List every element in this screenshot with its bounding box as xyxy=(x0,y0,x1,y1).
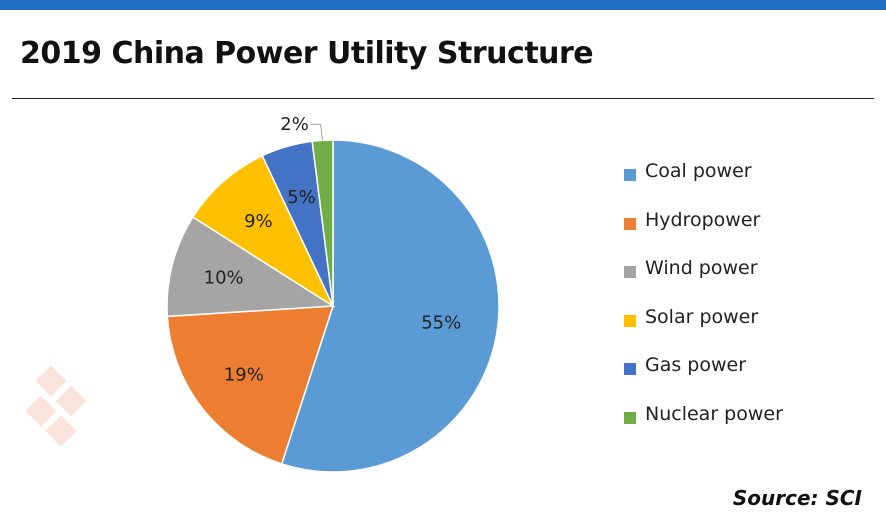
legend-swatch-gas xyxy=(624,363,636,375)
data-label-coal: 55% xyxy=(421,313,461,334)
pie-slice-solar xyxy=(191,154,335,309)
data-label-gas: 5% xyxy=(287,187,316,208)
legend-label-wind: Wind power xyxy=(645,257,758,279)
pie-slice-nuclear xyxy=(311,139,334,307)
legend-label-solar: Solar power xyxy=(645,305,759,328)
data-label-hydro: 19% xyxy=(224,365,264,386)
legend-swatch-solar xyxy=(624,314,636,327)
chart-title: 2019 China Power Utility Structure xyxy=(20,36,594,71)
header-bar xyxy=(0,0,886,10)
legend-swatch-nuclear xyxy=(624,411,636,424)
pie-slice-coal xyxy=(280,139,500,473)
source-note: Source: SCI xyxy=(732,486,862,510)
data-label-wind: 10% xyxy=(204,267,244,288)
leader-line-nuclear xyxy=(310,123,324,141)
legend-label-coal: Coal power xyxy=(645,160,752,182)
data-label-solar: 9% xyxy=(244,211,273,232)
legend-swatch-coal xyxy=(624,169,636,181)
legend-swatch-hydro xyxy=(624,217,636,230)
legend-label-gas: Gas power xyxy=(645,354,747,376)
pie-slice-wind xyxy=(166,216,336,318)
title-divider xyxy=(12,98,874,99)
legend-label-hydro: Hydropower xyxy=(645,208,761,231)
legend-label-nuclear: Nuclear power xyxy=(645,402,783,425)
legend-swatch-wind xyxy=(624,266,636,278)
data-label-nuclear: 2% xyxy=(280,114,309,135)
pie-slice-hydro xyxy=(166,305,335,465)
